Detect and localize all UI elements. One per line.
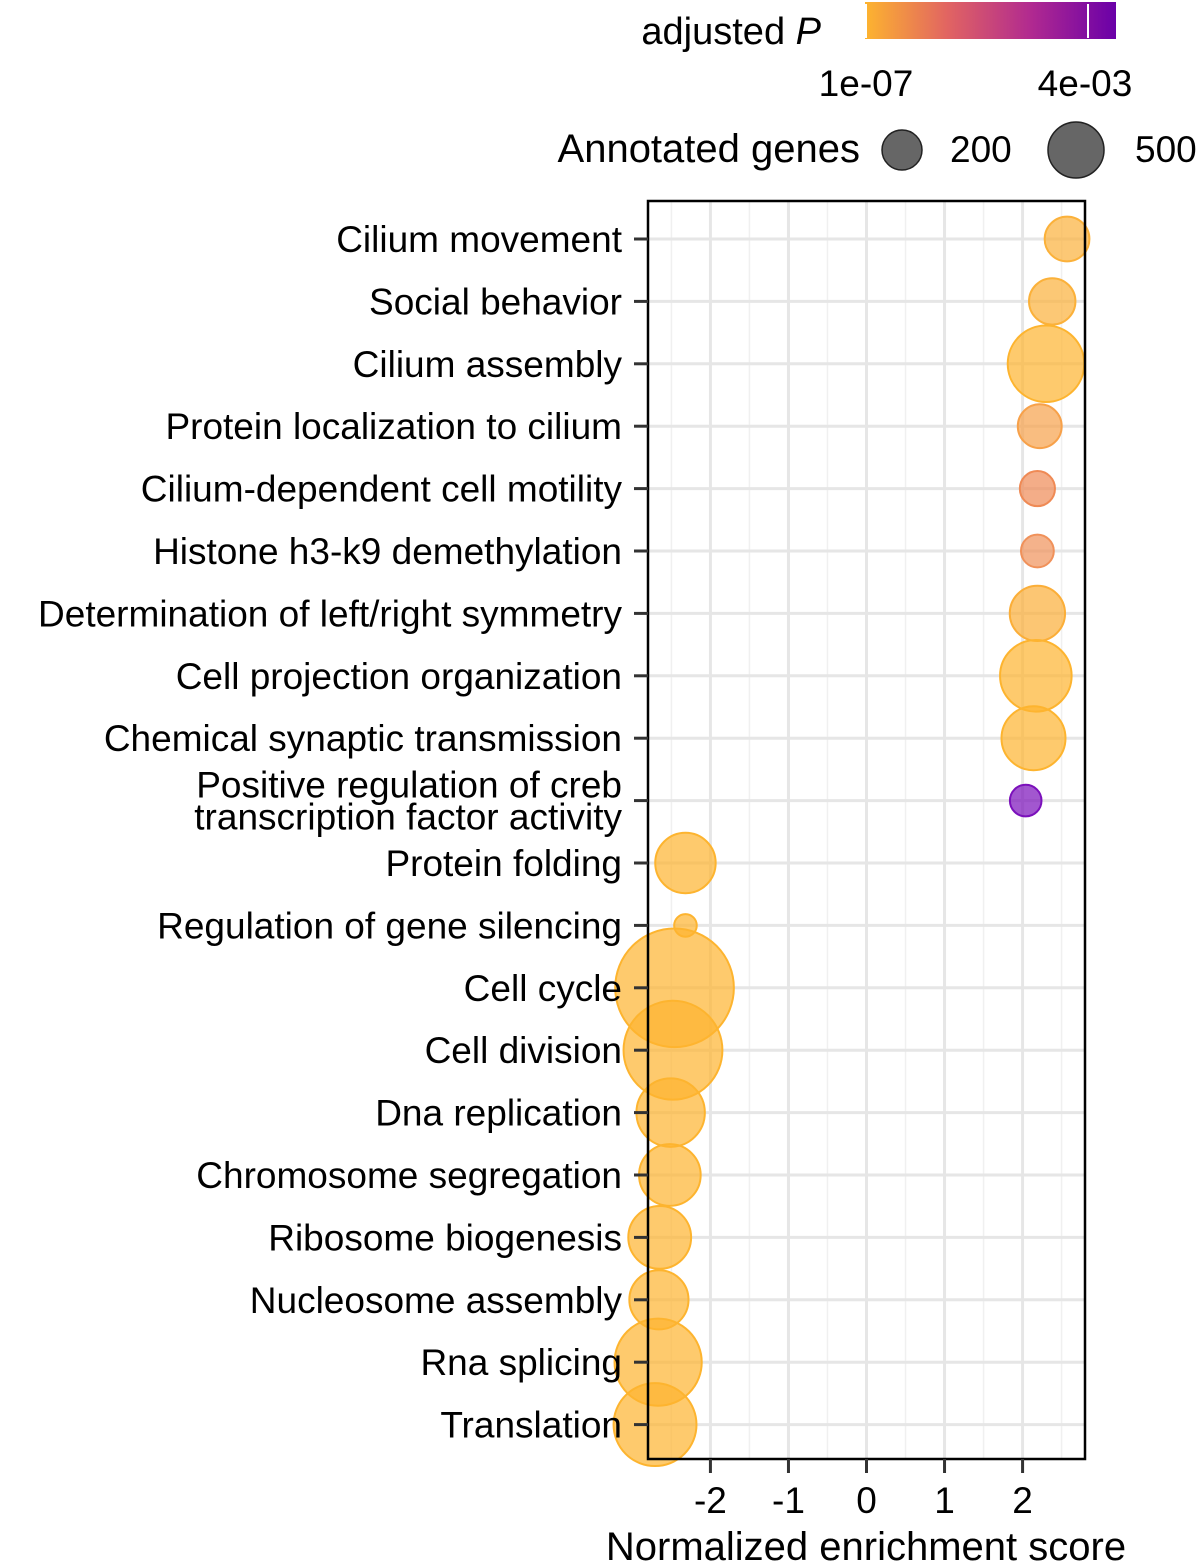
- x-tick-label: -2: [694, 1480, 727, 1521]
- size-legend: Annotated genes 200 500: [558, 121, 1197, 179]
- data-point: [999, 639, 1073, 713]
- y-tick-label: Cell cycle: [464, 968, 622, 1009]
- data-point: [1043, 215, 1091, 263]
- size-legend-label-500: 500: [1135, 129, 1197, 170]
- data-point: [612, 1382, 698, 1468]
- data-point: [1028, 277, 1077, 326]
- y-tick-label: Translation: [440, 1405, 622, 1446]
- color-legend: adjusted P 1e-07 4e-03: [641, 2, 1132, 104]
- data-point: [1019, 533, 1055, 569]
- y-tick-label: Cell projection organization: [176, 656, 622, 697]
- size-legend-marker-200: [881, 129, 923, 171]
- x-axis-title: Normalized enrichment score: [606, 1525, 1126, 1568]
- data-points: [612, 215, 1091, 1468]
- grid-minor: [670, 201, 1063, 1459]
- data-point: [1008, 584, 1067, 643]
- x-tick-label: 2: [1012, 1480, 1033, 1521]
- y-tick-label: Determination of left/right symmetry: [38, 593, 622, 634]
- x-tick-label: 0: [856, 1480, 877, 1521]
- size-legend-title: Annotated genes: [558, 127, 860, 171]
- color-legend-label-high: 4e-03: [1038, 63, 1133, 104]
- y-tick-label: Cilium assembly: [353, 344, 623, 385]
- data-point: [1018, 470, 1056, 508]
- y-axis: Cilium movement Social behavior Cilium ass…: [38, 219, 648, 1446]
- y-tick-label: Positive regulation of creb transcription…: [194, 765, 622, 838]
- y-tick-label: Nucleosome assembly: [250, 1280, 623, 1321]
- size-legend-marker-500: [1047, 121, 1105, 179]
- data-point: [627, 1204, 693, 1270]
- data-point: [1006, 324, 1086, 404]
- y-tick-label: Cilium movement: [336, 219, 623, 260]
- y-tick-label: Regulation of gene silencing: [157, 905, 622, 946]
- y-tick-label: Protein localization to cilium: [165, 406, 622, 447]
- color-legend-label-low: 1e-07: [819, 63, 914, 104]
- y-tick-label: Social behavior: [369, 281, 622, 322]
- y-tick-label: Chemical synaptic transmission: [104, 718, 622, 759]
- color-legend-title: adjusted P: [641, 11, 821, 53]
- y-tick-label: Chromosome segregation: [196, 1155, 622, 1196]
- data-point: [1000, 705, 1067, 772]
- data-point: [654, 831, 717, 895]
- y-tick-label: Ribosome biogenesis: [268, 1217, 622, 1258]
- y-tick-label: Histone h3-k9 demethylation: [153, 531, 622, 572]
- x-axis: -2 -1 0 1 2: [694, 1459, 1033, 1521]
- size-legend-label-200: 200: [950, 129, 1012, 170]
- y-tick-label: Cell division: [425, 1030, 622, 1071]
- plot-panel: [612, 199, 1091, 1468]
- color-legend-bar: [865, 2, 1116, 39]
- data-point: [1016, 403, 1063, 450]
- y-tick-label: Dna replication: [375, 1093, 622, 1134]
- x-tick-label: -1: [772, 1480, 805, 1521]
- y-tick-label: Protein folding: [385, 843, 622, 884]
- data-point: [1008, 783, 1043, 818]
- y-tick-label: Cilium-dependent cell motility: [141, 469, 623, 510]
- x-tick-label: 1: [934, 1480, 955, 1521]
- y-tick-label: Rna splicing: [420, 1342, 622, 1383]
